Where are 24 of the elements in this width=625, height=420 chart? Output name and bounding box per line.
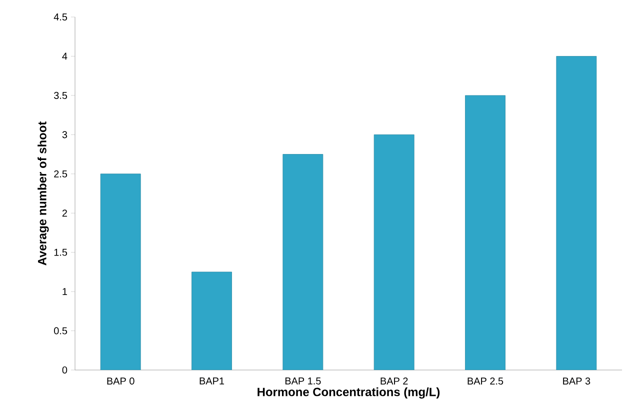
bar bbox=[192, 272, 232, 370]
y-tick-label: 0.5 bbox=[54, 327, 68, 334]
y-axis-title: Average number of shoot bbox=[38, 121, 49, 266]
bar bbox=[374, 134, 414, 370]
bar bbox=[465, 95, 506, 370]
x-tick-label: BAP 3 bbox=[563, 378, 590, 385]
y-tick-label: 0 bbox=[62, 366, 68, 374]
x-tick-label: BAP 0 bbox=[107, 378, 134, 385]
x-tick-label: BAP 2.5 bbox=[468, 378, 504, 385]
y-tick-label: 4.5 bbox=[54, 14, 68, 20]
x-tick-label: BAP 2 bbox=[380, 378, 408, 384]
x-tick-label: BAP1 bbox=[200, 378, 224, 384]
y-tick-label: 1.5 bbox=[54, 248, 68, 256]
bar bbox=[100, 174, 141, 370]
y-tick-label: 3 bbox=[62, 131, 68, 138]
bar bbox=[282, 154, 324, 370]
y-tick-label: 2.5 bbox=[54, 170, 68, 178]
y-tick-label: 1 bbox=[62, 288, 67, 295]
y-tick-label: 2 bbox=[62, 210, 67, 217]
bar bbox=[556, 56, 597, 370]
x-tick-label: BAP 1.5 bbox=[285, 378, 321, 384]
y-tick-label: 4 bbox=[62, 52, 68, 60]
x-axis-title: Hormone Concentrations (mg/L) bbox=[258, 387, 440, 399]
y-tick-label: 3.5 bbox=[54, 92, 68, 99]
